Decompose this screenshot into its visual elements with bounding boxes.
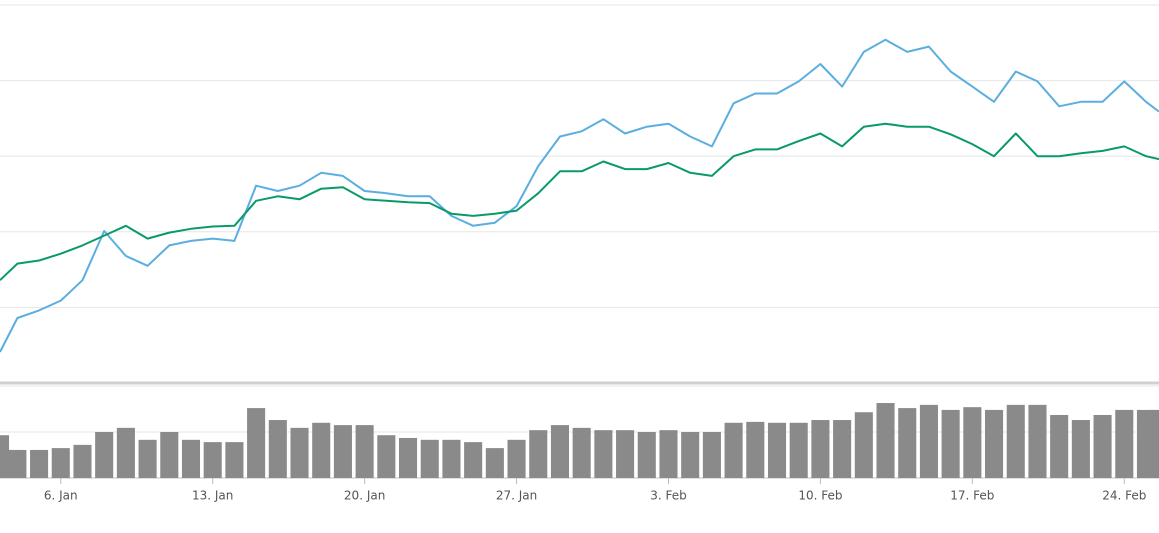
volume-bar (833, 420, 852, 478)
volume-bar (420, 439, 439, 478)
volume-bar (1006, 404, 1025, 478)
x-tick-label: 24. Feb (1102, 489, 1146, 503)
volume-bar (854, 412, 873, 478)
price-line (0, 122, 1159, 281)
x-tick-label: 10. Feb (798, 489, 842, 503)
volume-bar (681, 432, 700, 478)
volume-bar (919, 404, 938, 478)
x-tick-label: 17. Feb (950, 489, 994, 503)
volume-bar (73, 444, 92, 478)
volume-bar (507, 439, 526, 478)
volume-bar (898, 408, 917, 478)
volume-bar (485, 448, 504, 478)
volume-bar (225, 442, 244, 478)
volume-bar (377, 435, 396, 478)
volume-bar (0, 435, 10, 478)
volume-bar (789, 422, 808, 478)
volume-bar (1071, 420, 1090, 478)
volume-bar (659, 430, 678, 478)
volume-bar (637, 432, 656, 478)
volume-bar (268, 420, 287, 478)
volume-bar (138, 439, 157, 478)
price-line (0, 38, 1159, 353)
volume-bar (30, 449, 49, 478)
volume-bar (746, 421, 765, 478)
volume-bar (290, 427, 309, 478)
volume-bar (724, 422, 743, 478)
volume-bar (1149, 409, 1159, 478)
volume-bar (1050, 414, 1069, 478)
volume-bar (399, 437, 418, 478)
volume-bar (616, 430, 635, 478)
volume-bar (8, 449, 27, 478)
x-tick-label: 13. Jan (192, 489, 233, 503)
volume-bar (702, 432, 721, 478)
volume-bar (464, 442, 483, 478)
volume-bar (333, 425, 352, 478)
volume-bar (1115, 409, 1134, 478)
volume-bar (941, 409, 960, 478)
volume-bar (572, 427, 591, 478)
volume-bar (116, 427, 135, 478)
x-tick-label: 20. Jan (344, 489, 385, 503)
volume-bar (51, 448, 70, 478)
volume-bar (181, 439, 201, 478)
volume-bar (95, 432, 114, 478)
volume-bar (442, 439, 461, 478)
volume-bar (550, 425, 570, 478)
volume-bar (1093, 414, 1112, 478)
volume-bar (247, 408, 266, 478)
volume-bar (767, 422, 787, 478)
volume-bar (985, 409, 1004, 478)
volume-bar (1028, 404, 1047, 478)
volume-bar (594, 430, 613, 478)
volume-bar (160, 432, 179, 478)
volume-bar (811, 420, 830, 478)
volume-bar (876, 403, 895, 478)
volume-bar (355, 425, 374, 478)
x-tick-label: 6. Jan (44, 489, 78, 503)
x-tick-label: 3. Feb (650, 489, 687, 503)
volume-bar (963, 407, 982, 478)
x-tick-label: 27. Jan (496, 489, 537, 503)
volume-bar (203, 442, 222, 478)
volume-bar (312, 422, 331, 478)
volume-bar (529, 430, 548, 478)
